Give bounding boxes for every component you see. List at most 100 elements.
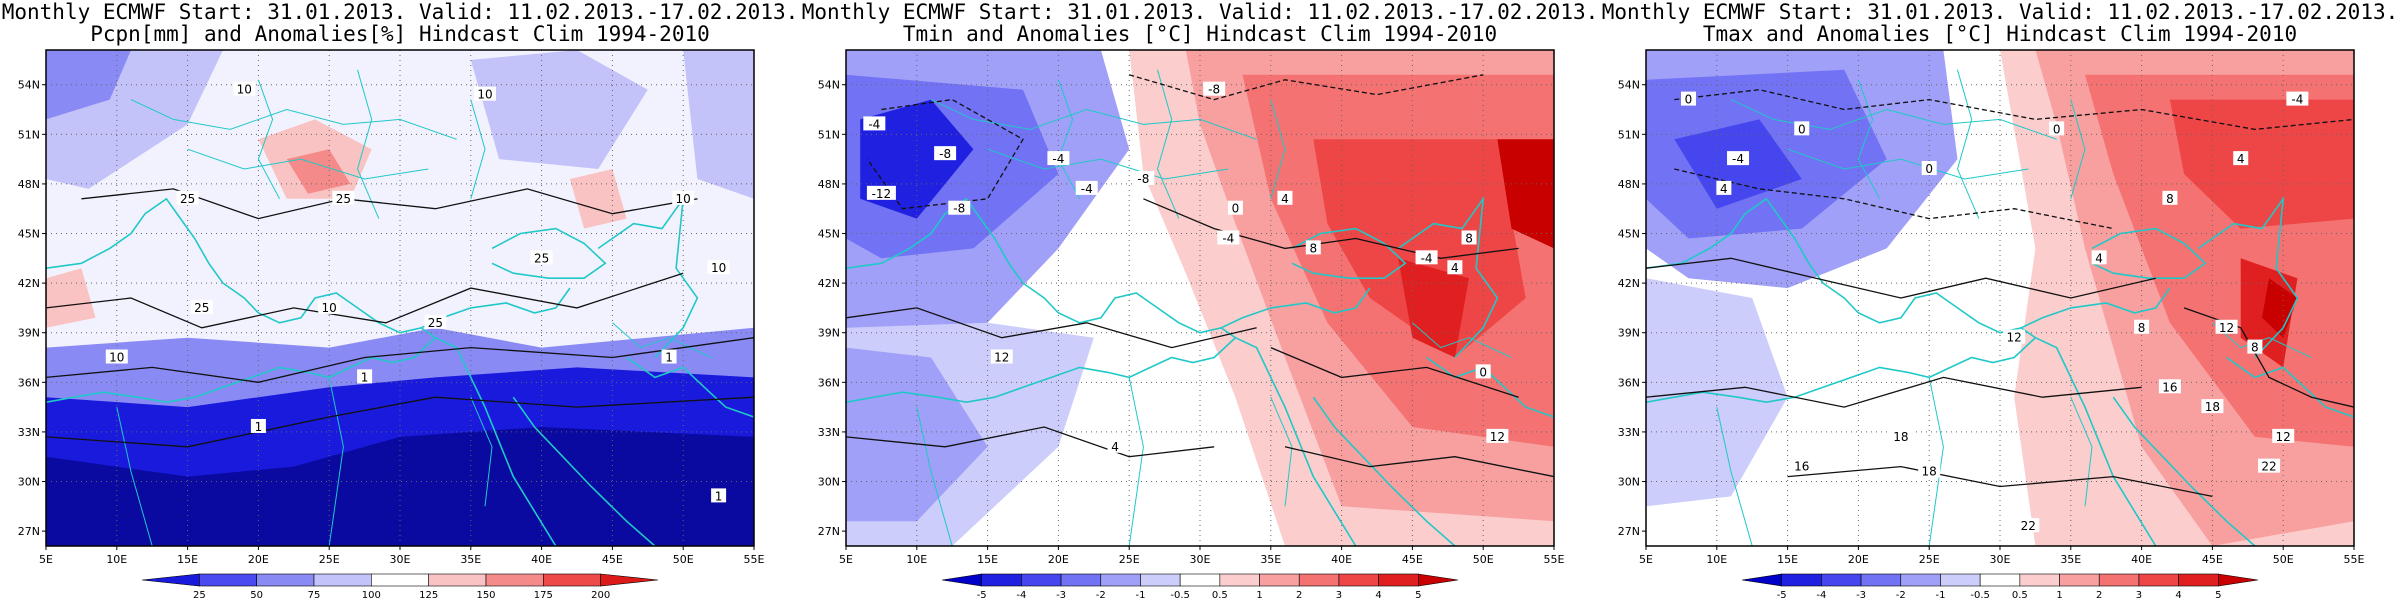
lat-tick-label: 33N	[1618, 426, 1640, 439]
colorbar-segment	[981, 573, 1022, 587]
contour-line	[46, 396, 754, 448]
contour-label: 0	[1794, 121, 1810, 136]
contour-label: 12	[990, 349, 1013, 365]
colorbar-segment	[1821, 573, 1862, 587]
contour-line	[1674, 89, 2354, 131]
contour-label-box	[2017, 518, 2040, 533]
contour-label: -8	[948, 200, 971, 216]
shaded-field: 10 10 25 25 10 25 10 10 25 1 1 1 1 10 25	[46, 50, 754, 546]
colorbar-label: -2	[1096, 590, 1106, 600]
colorbar-label: -1	[1935, 590, 1945, 600]
contour-label-box	[1047, 151, 1070, 166]
country-border	[470, 397, 493, 507]
contour-label-box	[318, 299, 341, 314]
lat-tick-label: 42N	[18, 277, 40, 290]
contour-label-box	[2091, 250, 2107, 265]
contour-label-text: 10	[711, 261, 726, 275]
country-border	[1928, 377, 1944, 546]
contour-label: 12	[2003, 329, 2026, 345]
contour-label: 10	[105, 349, 128, 365]
contour-label-text: -8	[1208, 83, 1220, 97]
colorbar-label: -0.5	[1170, 590, 1190, 600]
coastline	[2020, 287, 2171, 329]
colorbar-segment	[1781, 573, 1822, 587]
lat-tick-label: 48N	[818, 178, 840, 191]
contour-label: 22	[2017, 518, 2040, 533]
country-border	[187, 148, 429, 180]
colorbar-arrow-high	[2218, 573, 2259, 587]
panel-title-line1: Monthly ECMWF Start: 31.01.2013. Valid: …	[1, 0, 799, 24]
lat-tick-label: 54N	[1618, 79, 1640, 92]
contour-label-box	[1680, 91, 1696, 106]
contour-label-box	[176, 190, 199, 205]
contour-label-text: -12	[872, 187, 892, 201]
panel-title-line2: Pcpn[mm] and Anomalies[%] Hindcast Clim …	[90, 22, 710, 46]
contour-label-text: 10	[676, 192, 691, 206]
lat-tick-label: 51N	[18, 128, 40, 141]
lon-tick-label: 20E	[1848, 553, 1869, 566]
contour-label-text: 1	[255, 420, 263, 434]
contour-label-box	[1217, 230, 1240, 245]
contour-label-text: -4	[1222, 231, 1234, 245]
contour-line	[1646, 376, 2142, 408]
colorbar-segment	[1940, 573, 1981, 587]
contour-label-text: 0	[1479, 365, 1487, 379]
contour-label: 18	[1918, 463, 1941, 479]
contour-label-box	[2233, 151, 2249, 166]
lat-tick-label: 54N	[818, 79, 840, 92]
contour-label-box	[672, 190, 695, 205]
contour-label-box	[1277, 190, 1293, 205]
coastline	[2226, 356, 2354, 418]
lon-tick-label: 35E	[2060, 553, 2081, 566]
country-border	[356, 69, 380, 219]
contour-label-box	[1790, 458, 1813, 473]
contour-label-text: 4	[1451, 261, 1459, 275]
contour-label-text: 4	[2095, 251, 2103, 265]
contour-line	[1646, 257, 2156, 299]
colorbar-segment	[485, 573, 544, 587]
lon-tick-label: 25E	[319, 553, 340, 566]
map-canvas: -4-8-12-8-4-8-4-8-4048-44124081254N51N48…	[818, 49, 1565, 600]
lon-tick-label: 30E	[390, 553, 411, 566]
contour-label-box	[1461, 230, 1477, 245]
lon-tick-label: 5E	[839, 553, 853, 566]
coastline	[597, 195, 699, 359]
colorbar-segment	[1179, 573, 1221, 587]
colorbar-segment	[1060, 573, 1102, 587]
contour-label-box	[357, 369, 373, 384]
contour-line	[846, 426, 1215, 458]
coastline	[1220, 287, 1371, 329]
contour-label-text: -8	[939, 147, 951, 161]
lat-tick-label: 45N	[18, 228, 40, 241]
colorbar-label: 4	[2175, 590, 2181, 600]
anomaly-area	[286, 149, 351, 194]
contour-label-text: 0	[1925, 162, 1933, 176]
contour-label-text: 18	[2205, 400, 2220, 414]
anomaly-area	[683, 50, 754, 199]
contour-label-box	[990, 349, 1013, 364]
colorbar-label: 200	[591, 590, 610, 600]
contour-line	[46, 337, 754, 383]
contour-line	[1674, 168, 2114, 230]
colorbar-label: 175	[534, 590, 553, 600]
contour-label-box	[1889, 428, 1912, 443]
contour-label-text: 18	[1922, 465, 1937, 479]
colorbar-label: -3	[1056, 590, 1066, 600]
lat-tick-label: 39N	[18, 327, 40, 340]
contour-label: 4	[1716, 180, 1732, 196]
contour-label-text: 12	[2007, 331, 2022, 345]
country-border	[930, 99, 1257, 140]
contour-label-box	[473, 86, 496, 101]
contour-label-text: 25	[336, 192, 351, 206]
contour-label: 0	[1475, 364, 1491, 379]
contour-label: 10	[672, 190, 695, 206]
contour-label: 25	[190, 299, 213, 315]
lon-tick-label: 10E	[106, 553, 127, 566]
coastline	[2197, 195, 2299, 359]
contour-label-box	[711, 488, 727, 503]
contour-label-text: 16	[1794, 460, 1809, 474]
contour-label-box	[250, 418, 266, 433]
lon-tick-label: 5E	[1639, 553, 1653, 566]
contour-label-box	[1794, 121, 1810, 136]
